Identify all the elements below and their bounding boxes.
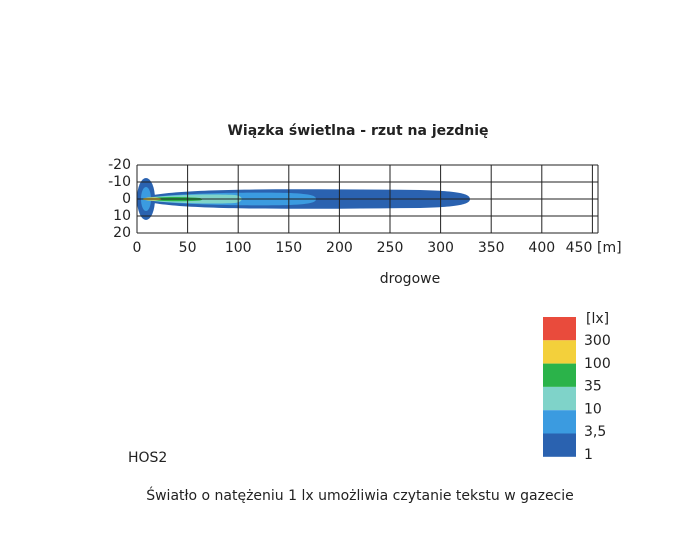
legend-label: 300 <box>584 333 611 349</box>
x-tick-label: 150 <box>275 240 302 256</box>
y-tick-label: -10 <box>108 174 131 190</box>
legend-unit: [lx] <box>586 311 609 327</box>
legend-swatch <box>543 410 576 434</box>
title: Wiązka świetlna - rzut na jezdnię <box>227 123 488 139</box>
legend-swatch <box>543 317 576 341</box>
legend-label: 3,5 <box>584 424 606 440</box>
y-tick-label: -20 <box>108 157 131 173</box>
y-tick-label: 20 <box>113 225 131 241</box>
x-tick-label: 100 <box>225 240 252 256</box>
x-tick-label: 450 <box>566 240 593 256</box>
x-unit: [m] <box>597 240 622 256</box>
legend: [lx] 300 100 35 10 3,5 1 <box>543 311 611 463</box>
model: HOS2 <box>128 450 167 466</box>
caption: Światło o natężeniu 1 lx umożliwia czyta… <box>146 486 574 504</box>
y-tick-label: 0 <box>122 191 131 207</box>
legend-swatch <box>543 340 576 364</box>
x-tick-label: 350 <box>478 240 505 256</box>
beam-label: drogowe <box>380 271 440 287</box>
x-tick-label: 250 <box>377 240 404 256</box>
y-tick-label: 10 <box>113 208 131 224</box>
legend-label: 10 <box>584 401 602 417</box>
legend-label: 100 <box>584 356 611 372</box>
x-tick-label: 300 <box>427 240 454 256</box>
x-tick-label: 400 <box>528 240 555 256</box>
grid <box>136 164 599 234</box>
x-tick-label: 0 <box>133 240 142 256</box>
legend-label: 35 <box>584 379 602 395</box>
legend-swatch <box>543 433 576 457</box>
x-tick-label: 50 <box>179 240 197 256</box>
x-tick-label: 200 <box>326 240 353 256</box>
legend-label: 1 <box>584 447 593 463</box>
legend-swatch <box>543 386 576 411</box>
legend-swatch <box>543 363 576 387</box>
